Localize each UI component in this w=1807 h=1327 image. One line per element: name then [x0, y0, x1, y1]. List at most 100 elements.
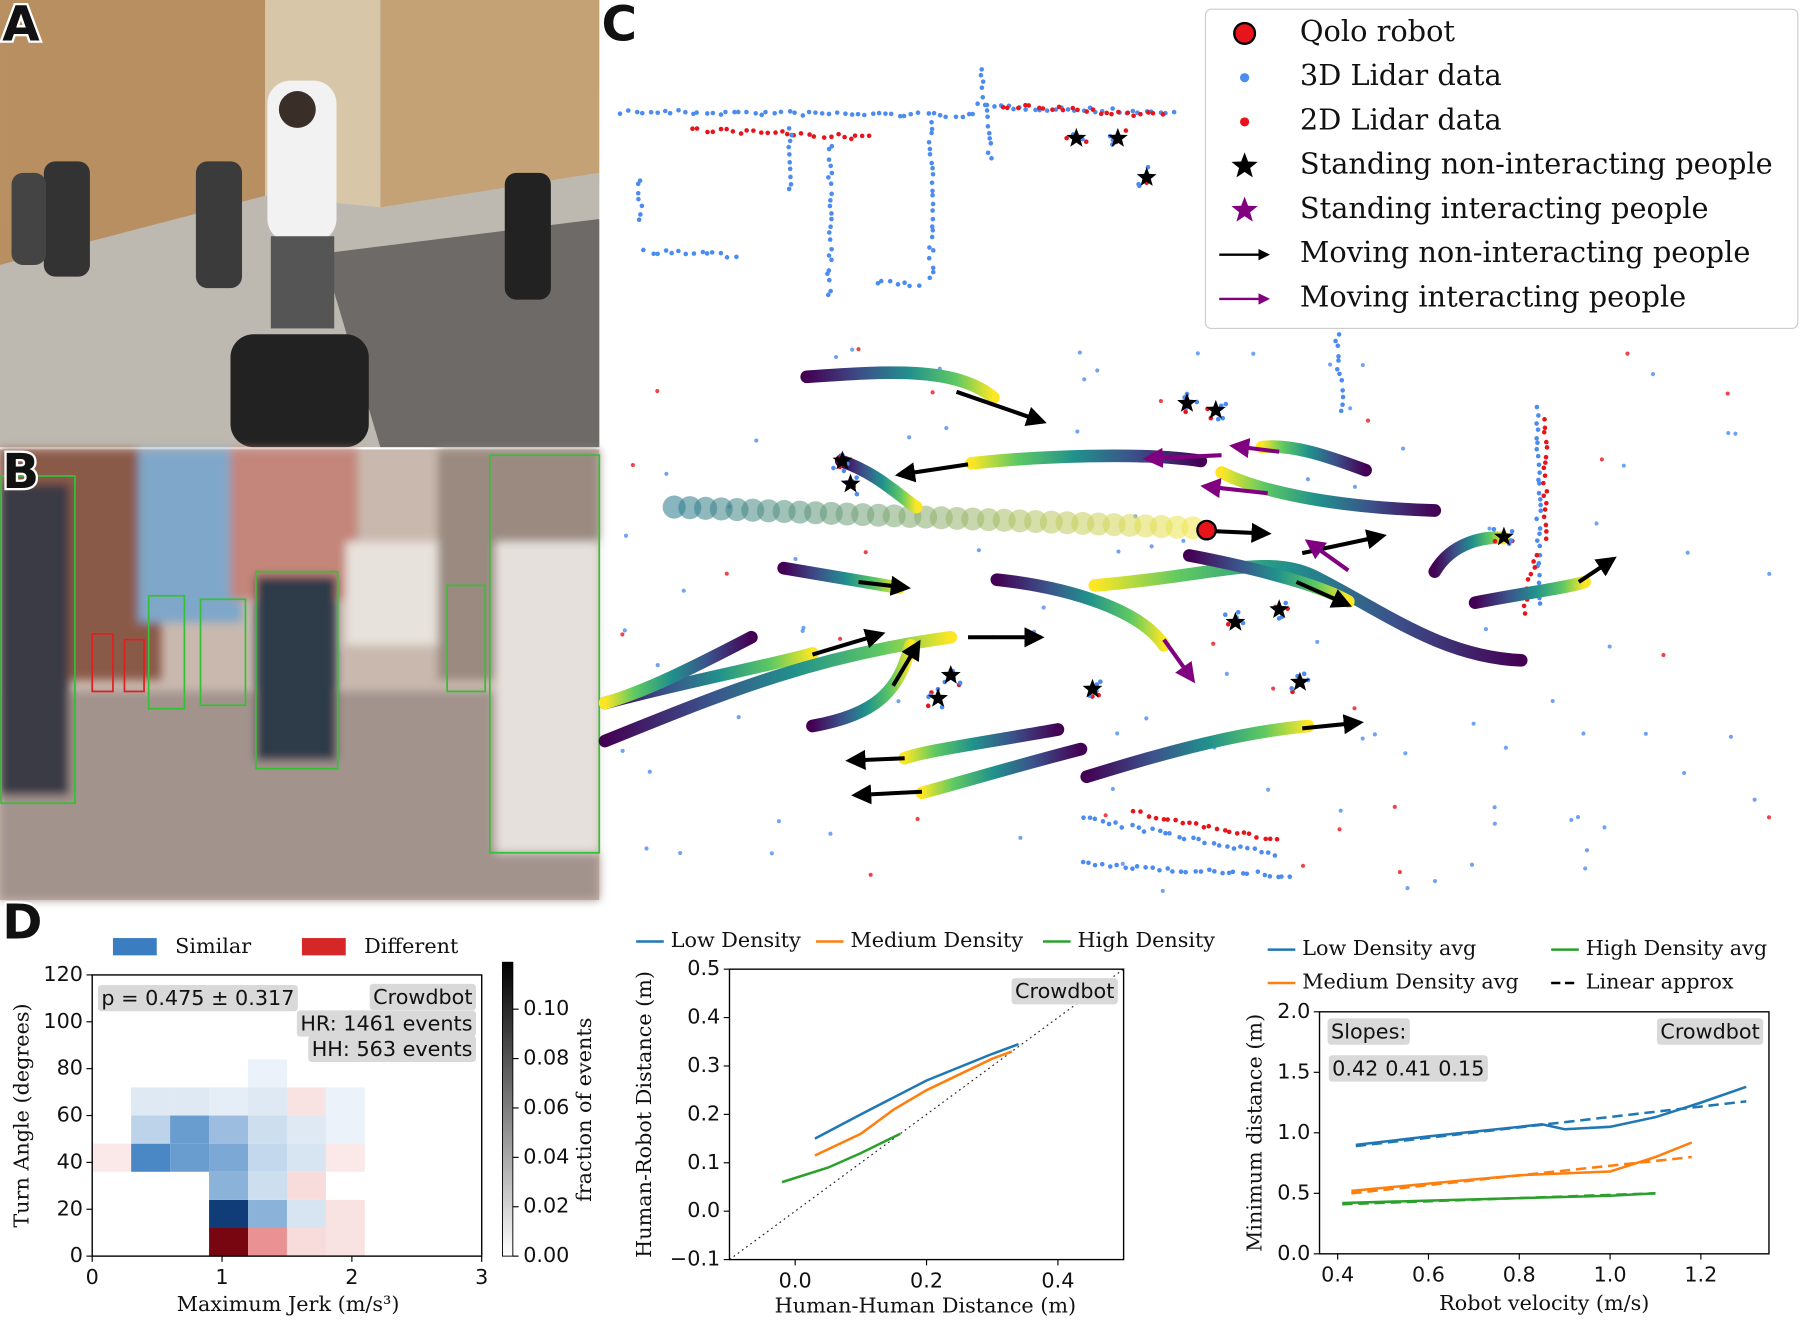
lidar-point [1245, 845, 1250, 851]
legend-label: Linear approx [1586, 970, 1734, 994]
lidar-point [1241, 830, 1247, 835]
legend-marker [1240, 73, 1250, 83]
lidar-point [915, 110, 921, 116]
lidar-point [1098, 679, 1103, 684]
lidar-point [825, 271, 830, 277]
series-line [814, 1043, 1019, 1140]
annotation-box [1656, 1018, 1764, 1045]
lidar-point [875, 280, 881, 286]
motion-arrow [1577, 556, 1617, 584]
heatmap-cell [286, 1087, 326, 1116]
lidar-point [1575, 815, 1581, 820]
lidar-point [957, 680, 963, 686]
lidar-point [979, 67, 985, 72]
lidar-point [724, 571, 729, 576]
lidar-point [683, 251, 689, 257]
lidar-point [1534, 446, 1540, 452]
lidar-point [754, 438, 759, 443]
lidar-point [829, 216, 834, 222]
slope-value: 0.15 [1438, 1056, 1484, 1080]
lidar-point [988, 141, 994, 146]
lidar-point [811, 134, 817, 139]
annotation-box [369, 983, 476, 1011]
lidar-point [930, 227, 936, 233]
lidar-point [929, 130, 934, 136]
lidar-point [908, 111, 914, 117]
lidar-point [623, 533, 629, 538]
lidar-point [1767, 571, 1772, 576]
lidar-point [1265, 850, 1271, 855]
lidar-point [1492, 821, 1497, 826]
trajectory [1255, 440, 1372, 477]
lidar-point [1216, 843, 1222, 848]
y-tick-label: 0.4 [687, 1005, 720, 1029]
lidar-point [1535, 453, 1541, 459]
lidar-point [1542, 425, 1548, 431]
lidar-point [1334, 367, 1340, 372]
x-tick-label: 1.0 [1594, 1263, 1627, 1287]
lidar-point [1106, 821, 1112, 827]
annotation: Crowdbot [1660, 1020, 1759, 1044]
standing-person [1177, 392, 1197, 412]
lidar-point [1328, 362, 1333, 367]
lidar-point [931, 110, 937, 116]
lidar-point [1594, 521, 1599, 526]
lidar-point [1487, 526, 1492, 531]
y-tick-label: 0.0 [1277, 1241, 1310, 1265]
motion-arrow [1200, 478, 1268, 499]
lidar-point [1301, 671, 1307, 677]
lidar-point [1536, 580, 1542, 586]
lidar-point [1053, 107, 1059, 112]
lidar-point [982, 102, 988, 108]
lidar-point [854, 475, 859, 480]
heatmap-cell [209, 1199, 249, 1229]
heatmap-cell [209, 1171, 249, 1200]
lidar-point [1161, 817, 1167, 822]
lidar-point [1536, 477, 1541, 483]
lidar-point [907, 283, 912, 289]
lidar-point [1534, 404, 1540, 410]
y-tick-label: 0.1 [687, 1150, 720, 1174]
lidar-point [1289, 686, 1294, 691]
lidar-point [895, 282, 901, 287]
heatmap-cell [131, 1143, 171, 1172]
legend-label: Medium Density [850, 928, 1023, 952]
lidar-point [1403, 751, 1408, 756]
lidar-point [1023, 102, 1028, 108]
lidar-point [1491, 527, 1497, 532]
lidar-point [800, 113, 806, 118]
lidar-point [1528, 571, 1534, 577]
lidar-point [1143, 865, 1148, 870]
lidar-point [798, 131, 804, 136]
lidar-point [827, 203, 833, 209]
lidar-point [639, 203, 645, 209]
lidar-point [1534, 421, 1539, 426]
lidar-point [930, 248, 936, 253]
lidar-point [1544, 445, 1550, 450]
lidar-point [1226, 829, 1232, 835]
panel-label: B [2, 444, 39, 500]
lidar-point [1405, 886, 1410, 891]
lidar-point [1254, 835, 1259, 840]
y-tick-label: 120 [43, 962, 83, 986]
lidar-point [683, 109, 688, 115]
lidar-point [1525, 577, 1531, 582]
lidar-point [1158, 399, 1163, 404]
heatmap-cell [131, 1087, 171, 1116]
lidar-point [1271, 686, 1276, 691]
lidar-point [1110, 106, 1115, 111]
lidar-point [1060, 107, 1066, 113]
lidar-point [929, 126, 935, 132]
legend-swatch [112, 938, 157, 956]
y-tick-label: 0.0 [687, 1198, 720, 1222]
lidar-point [930, 208, 935, 213]
lidar-point [1193, 821, 1199, 826]
lidar-point [1201, 824, 1207, 830]
x-axis-label: Maximum Jerk (m/s³) [177, 1292, 400, 1316]
lidar-point [667, 110, 673, 116]
lidar-point [786, 126, 792, 131]
lidar-point [1537, 531, 1542, 537]
standing-person [1290, 671, 1310, 691]
lidar-point [944, 426, 949, 431]
lidar-point [1077, 350, 1082, 355]
